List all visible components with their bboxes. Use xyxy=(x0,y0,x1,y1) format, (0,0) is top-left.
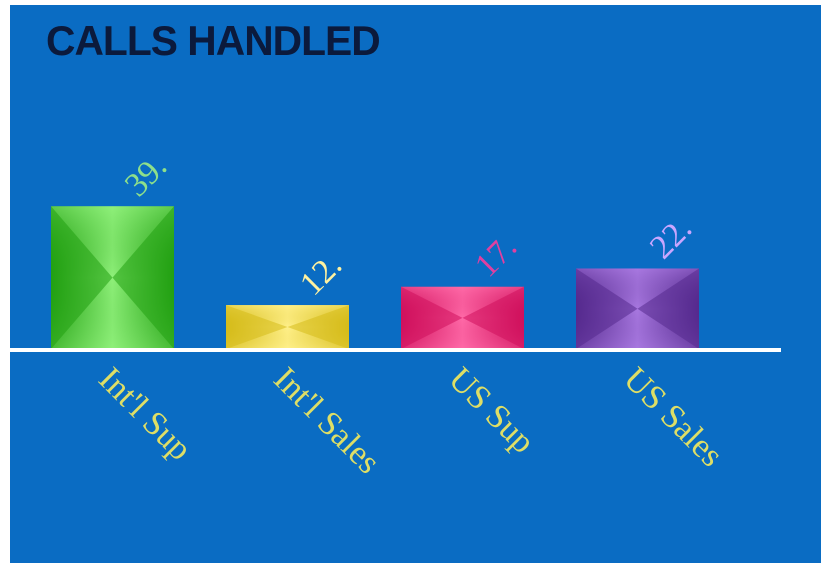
category-label: Int'l Sales xyxy=(266,360,387,481)
category-label: US Sup xyxy=(441,360,541,460)
value-label: 39. xyxy=(118,148,174,204)
bar-chart: 39. 12. 17. 22. Int'l Sup Int'l Sales US Sup U… xyxy=(10,5,821,563)
category-label: Int'l Sup xyxy=(91,360,198,467)
category-label: US Sales xyxy=(616,360,730,474)
chart-frame: CALLS HANDLED 39. 12. 17. 22. Int'l Sup Int'… xyxy=(10,5,821,563)
bar-0 xyxy=(51,206,174,349)
bar-1 xyxy=(226,305,349,349)
value-label: 17. xyxy=(468,228,524,284)
value-label: 22. xyxy=(643,210,699,266)
bars-layer xyxy=(51,206,699,349)
bar-2 xyxy=(401,287,524,349)
bar-3 xyxy=(576,268,699,349)
category-labels-layer: Int'l Sup Int'l Sales US Sup US Sales xyxy=(91,360,730,481)
value-label: 12. xyxy=(293,247,349,303)
